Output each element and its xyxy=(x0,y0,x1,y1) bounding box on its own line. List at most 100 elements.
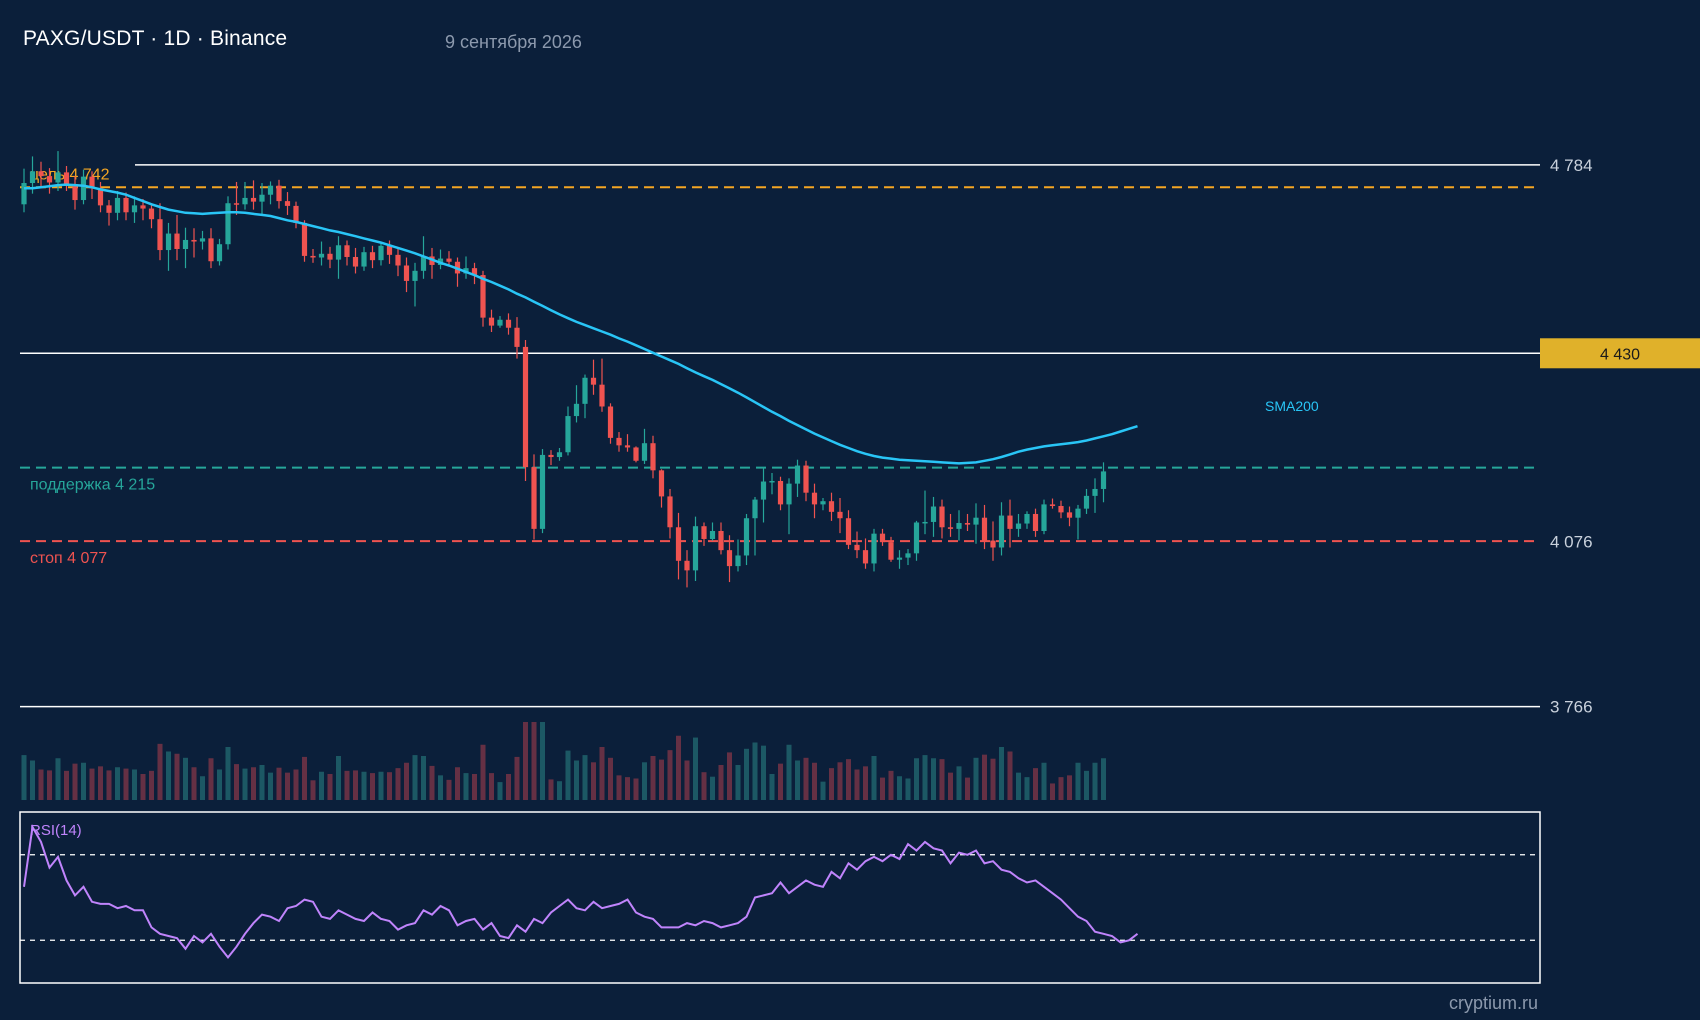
volume-bar xyxy=(820,781,826,800)
candle-body xyxy=(80,176,87,201)
volume-bar xyxy=(446,779,452,800)
candle-body xyxy=(284,201,291,206)
volume-bar xyxy=(608,757,613,800)
volume-bar xyxy=(973,757,979,800)
volume-bar xyxy=(939,759,945,800)
candle-body xyxy=(981,517,988,541)
level-label-stop: стоп 4 077 xyxy=(30,550,107,567)
candle-body xyxy=(352,256,359,267)
volume-bar xyxy=(140,774,146,800)
volume-bar xyxy=(676,735,681,800)
candle-body xyxy=(701,526,707,539)
candle-body xyxy=(225,203,231,245)
candle-body xyxy=(131,205,138,213)
candle-body xyxy=(1024,513,1030,524)
candle-body xyxy=(327,253,333,260)
candle-body xyxy=(854,544,860,551)
candle-body xyxy=(361,252,367,267)
sma200-label: SMA200 xyxy=(1265,398,1319,414)
candle-body xyxy=(964,523,971,525)
candle-body xyxy=(182,239,189,249)
volume-bar xyxy=(761,745,766,800)
volume-bar xyxy=(701,772,707,800)
volume-bar xyxy=(837,762,843,800)
volume-bar xyxy=(98,766,103,800)
candle-body xyxy=(140,205,146,209)
rsi-line xyxy=(23,823,1139,960)
volume-bar xyxy=(591,762,596,800)
volume-bar xyxy=(149,770,154,800)
volume-bar xyxy=(21,755,27,800)
volume-bar xyxy=(557,781,562,800)
volume-bar xyxy=(183,757,188,800)
candle-body xyxy=(871,533,877,564)
volume-bar xyxy=(353,770,358,800)
candle-body xyxy=(29,171,36,184)
volume-bar xyxy=(633,778,639,800)
candle-body xyxy=(1100,471,1107,489)
candle-body xyxy=(276,185,282,202)
volume-bar xyxy=(132,769,137,800)
volume-bar xyxy=(276,767,282,800)
volume-bar xyxy=(327,774,333,800)
y-tick-label: 4 784 xyxy=(1550,156,1593,175)
candle-body xyxy=(386,245,393,255)
candle-body xyxy=(21,183,27,205)
volume-bar xyxy=(956,766,962,800)
candle-body xyxy=(922,521,928,524)
volume-bar xyxy=(1058,777,1064,800)
volume-bar xyxy=(718,765,724,800)
candle-body xyxy=(123,197,129,213)
candle-body xyxy=(471,268,478,276)
candle-body xyxy=(114,197,121,213)
candle-body xyxy=(267,185,274,195)
volume-bar xyxy=(999,747,1004,800)
candle-body xyxy=(72,184,78,201)
volume-bar xyxy=(871,756,877,800)
chart-date: 9 сентября 2026 xyxy=(445,32,582,52)
volume-bar xyxy=(931,758,936,800)
candle-body xyxy=(1041,504,1047,531)
candle-body xyxy=(590,377,597,385)
volume-bar xyxy=(506,774,511,800)
volume-bar xyxy=(922,755,928,800)
candle-body xyxy=(318,253,325,258)
candle-body xyxy=(46,176,53,183)
candle-body xyxy=(743,518,750,556)
volume-bar xyxy=(829,768,834,800)
volume-bar xyxy=(166,751,171,800)
candle-body xyxy=(208,238,214,262)
candle-body xyxy=(726,550,733,567)
volume-bar xyxy=(990,758,996,800)
volume-bar xyxy=(693,737,698,800)
candle-body xyxy=(803,465,809,493)
candle-body xyxy=(990,540,996,548)
volume-bar xyxy=(489,773,494,800)
candle-body xyxy=(913,522,920,554)
volume-bar xyxy=(948,772,953,800)
volume-bar xyxy=(123,768,129,800)
candle-body xyxy=(956,523,962,529)
volume-bar xyxy=(225,747,231,800)
volume-bar xyxy=(565,750,571,800)
volume-bar xyxy=(336,756,341,800)
candle-body xyxy=(658,470,665,497)
candle-body xyxy=(582,377,588,404)
candle-body xyxy=(1032,513,1039,531)
volume-bar xyxy=(106,770,112,800)
candle-body xyxy=(556,452,563,458)
candle-body xyxy=(888,542,894,560)
candle-body xyxy=(675,527,682,561)
candle-body xyxy=(488,317,495,326)
candle-body xyxy=(769,480,775,483)
volume-bar xyxy=(395,768,401,800)
volume-bar xyxy=(200,776,205,800)
current-price-badge xyxy=(1540,338,1700,369)
volume-bar xyxy=(752,742,758,800)
volume-bar xyxy=(854,769,860,800)
volume-bar xyxy=(574,760,579,800)
volume-bar xyxy=(310,780,316,800)
candle-body xyxy=(480,275,486,318)
volume-bar xyxy=(361,771,367,800)
